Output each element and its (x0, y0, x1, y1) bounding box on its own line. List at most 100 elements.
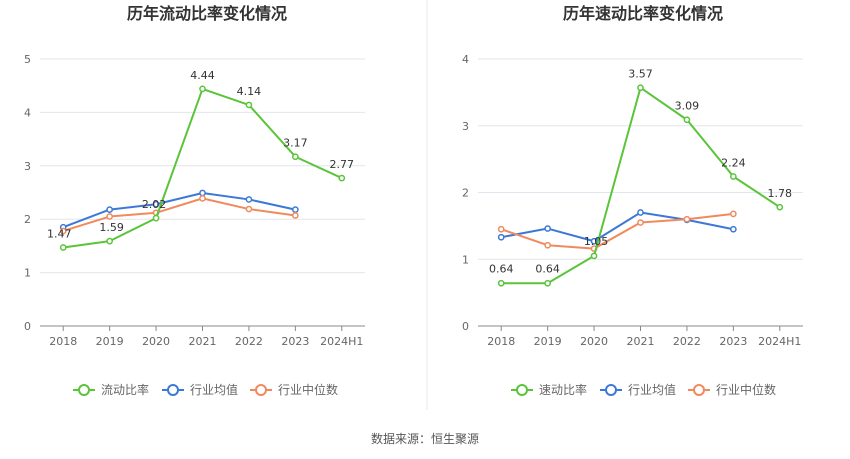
x-tick-label: 2024H1 (758, 335, 801, 348)
y-tick-label: 4 (24, 106, 31, 119)
data-point (152, 214, 160, 222)
data-point (199, 85, 206, 93)
data-label: 0.64 (535, 262, 560, 275)
chart-title: 历年速动比率变化情况 (563, 4, 723, 23)
x-tick-label: 2023 (719, 335, 747, 348)
legend-item[interactable]: 行业中位数 (250, 382, 338, 397)
data-point (637, 84, 644, 92)
legend-swatch-marker (167, 384, 179, 396)
current-ratio-chart: 历年流动比率变化情况 0 1 2 3 4 5 2018 2019 2020 2021 2022 2023… (24, 4, 365, 397)
data-point (590, 252, 598, 260)
data-point (59, 227, 67, 235)
data-point (730, 173, 737, 180)
data-point (590, 237, 598, 245)
y-tick-label: 5 (24, 53, 31, 66)
data-label: 2.02 (142, 198, 167, 211)
data-label: 2.77 (330, 158, 355, 171)
data-point (245, 205, 253, 213)
y-tick-label: 4 (462, 53, 469, 66)
data-label: 1.05 (584, 235, 609, 248)
legend-label: 速动比率 (539, 382, 587, 397)
industry-average-line (501, 211, 734, 243)
y-tick-label: 1 (462, 253, 469, 266)
x-tick-label: 2024H1 (320, 335, 363, 348)
data-point (59, 244, 67, 251)
x-tick-label: 2022 (235, 335, 263, 348)
legend-item[interactable]: 行业均值 (600, 382, 676, 397)
data-label: 3.17 (283, 137, 308, 150)
data-label: 4.44 (190, 69, 215, 82)
legend-swatch-marker (605, 384, 617, 396)
legend-swatch-marker (78, 384, 90, 396)
x-tick-label: 2022 (673, 335, 701, 348)
data-point (106, 206, 113, 213)
legend-label: 行业中位数 (278, 382, 338, 397)
data-label: 1.78 (768, 187, 793, 200)
data-point (292, 153, 299, 161)
data-point (152, 200, 160, 208)
data-point (637, 219, 644, 226)
y-tick-label: 0 (462, 320, 469, 333)
data-point (497, 279, 505, 287)
source-note: 数据来源：恒生聚源 (371, 431, 479, 446)
y-tick-label: 2 (24, 213, 31, 226)
y-tick-label: 2 (462, 187, 469, 200)
data-point (776, 203, 784, 211)
industry-median-line (500, 212, 734, 250)
chart-title: 历年流动比率变化情况 (127, 4, 287, 23)
legend-item[interactable]: 速动比率 (511, 382, 587, 397)
x-tick-label: 2019 (96, 335, 124, 348)
x-tick-label: 2023 (281, 335, 309, 348)
data-point (730, 225, 737, 233)
x-tick-label: 2019 (534, 335, 562, 348)
legend-item[interactable]: 行业中位数 (688, 382, 776, 397)
data-point (497, 225, 505, 233)
data-point (245, 101, 253, 109)
data-point (292, 212, 299, 219)
data-label: 3.57 (628, 68, 653, 81)
data-point (106, 213, 113, 220)
data-point (683, 215, 691, 223)
quick-ratio-chart: 历年速动比率变化情况 0 1 2 3 4 2018 2019 2020 2021 2022 2023 2… (462, 4, 803, 397)
data-label: 2.24 (721, 156, 746, 169)
legend-label: 行业均值 (190, 382, 238, 397)
data-point (338, 174, 346, 182)
data-point (730, 210, 737, 218)
data-point (683, 116, 691, 124)
legend-item[interactable]: 流动比率 (73, 382, 149, 397)
legend-item[interactable]: 行业均值 (162, 382, 238, 397)
y-tick-label: 1 (24, 267, 31, 280)
y-tick-label: 0 (24, 320, 31, 333)
data-label: 3.09 (675, 100, 700, 113)
data-point (497, 233, 505, 241)
y-tick-label: 3 (462, 120, 469, 133)
data-label: 1.59 (99, 221, 124, 234)
data-point (544, 241, 551, 249)
x-tick-label: 2020 (142, 335, 170, 348)
industry-median-line (62, 197, 296, 232)
legend-swatch-marker (516, 384, 528, 396)
x-tick-label: 2021 (627, 335, 655, 348)
legend-swatch-marker (693, 384, 705, 396)
data-point (106, 237, 113, 245)
data-point (245, 196, 253, 203)
data-point (544, 225, 551, 232)
data-point (544, 279, 551, 287)
data-point (199, 195, 206, 202)
data-label: 0.64 (489, 262, 514, 275)
legend-label: 行业均值 (628, 382, 676, 397)
legend-swatch-marker (255, 384, 267, 396)
x-tick-label: 2018 (49, 335, 77, 348)
data-label: 4.14 (237, 85, 262, 98)
data-point (637, 209, 644, 216)
quick-ratio-line (501, 86, 781, 285)
x-tick-label: 2021 (189, 335, 217, 348)
legend-label: 行业中位数 (716, 382, 776, 397)
legend-label: 流动比率 (101, 382, 149, 397)
data-point (292, 206, 299, 213)
data-point (199, 189, 206, 197)
industry-average-line (62, 192, 296, 229)
x-tick-label: 2020 (580, 335, 608, 348)
x-tick-label: 2018 (487, 335, 515, 348)
